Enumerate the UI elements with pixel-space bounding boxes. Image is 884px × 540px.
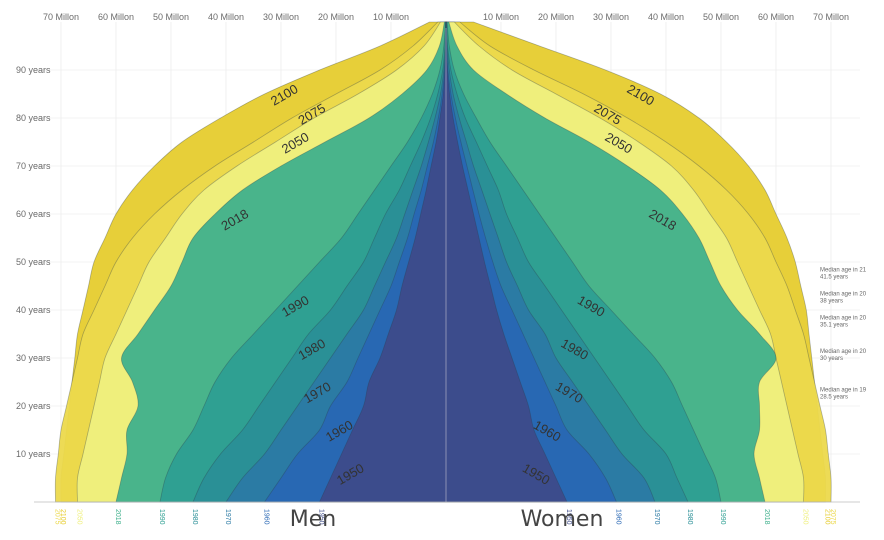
baseline-label-right-2018: 2018 <box>763 509 770 525</box>
population-areas <box>54 21 832 503</box>
men-label: Men <box>290 507 336 532</box>
x-tick-right: 20 Millon <box>538 12 574 22</box>
y-tick: 40 years <box>16 305 51 315</box>
baseline-label-right-2075: 2075 <box>829 509 836 525</box>
x-tick-left: 30 Millon <box>263 12 299 22</box>
x-tick-right: 10 Millon <box>483 12 519 22</box>
baseline-label-right-2100: 2100 <box>824 509 831 525</box>
baseline-label-left-2100: 2100 <box>59 509 66 525</box>
baseline-label-left-1980: 1980 <box>191 509 198 525</box>
y-tick: 20 years <box>16 401 51 411</box>
x-tick-right: 50 Millon <box>703 12 739 22</box>
baseline-label-right-1980: 1980 <box>686 509 693 525</box>
y-tick: 80 years <box>16 113 51 123</box>
x-tick-left: 50 Millon <box>153 12 189 22</box>
y-tick: 90 years <box>16 65 51 75</box>
baseline-label-right-2050: 2050 <box>802 509 809 525</box>
median-age-note: Median age in 20 30 years <box>820 349 867 362</box>
y-tick: 10 years <box>16 449 51 459</box>
median-age-notes: Median age in 21 41.5 years Median age in … <box>820 268 867 401</box>
x-tick-left: 10 Millon <box>373 12 409 22</box>
median-age-note: Median age in 19 28.5 years <box>820 388 867 401</box>
baseline-label-left-1960: 1960 <box>263 509 270 525</box>
y-tick: 60 years <box>16 209 51 219</box>
x-axis-ticks: 70 Millon 60 Millon 50 Millon 40 Millon 30 M… <box>43 12 849 22</box>
baseline-label-right-1950: 1950 <box>565 509 572 525</box>
women-label: Women <box>521 507 604 532</box>
area-1950 <box>318 21 568 503</box>
x-tick-left: 70 Millon <box>43 12 79 22</box>
y-axis-ticks: 90 years 80 years 70 years 60 years 50 years… <box>16 65 51 459</box>
baseline-label-right-1970: 1970 <box>653 509 660 525</box>
median-age-note: Median age in 21 41.5 years <box>820 268 867 281</box>
y-tick: 30 years <box>16 353 51 363</box>
baseline-label-right-1960: 1960 <box>615 509 622 525</box>
baseline-label-left-2050: 2050 <box>76 509 83 525</box>
x-tick-left: 40 Millon <box>208 12 244 22</box>
median-age-note: Median age in 20 35.1 years <box>820 316 867 329</box>
baseline-label-right-1990: 1990 <box>719 509 726 525</box>
x-tick-right: 40 Millon <box>648 12 684 22</box>
baseline-label-left-1950: 1950 <box>318 509 325 525</box>
x-tick-left: 60 Millon <box>98 12 134 22</box>
baseline-label-left-1990: 1990 <box>158 509 165 525</box>
y-tick: 70 years <box>16 161 51 171</box>
baseline-label-left-1970: 1970 <box>224 509 231 525</box>
x-tick-right: 60 Millon <box>758 12 794 22</box>
x-tick-right: 70 Millon <box>813 12 849 22</box>
baseline-label-left-2075: 2075 <box>54 509 61 525</box>
x-tick-left: 20 Millon <box>318 12 354 22</box>
baseline-label-left-2018: 2018 <box>114 509 121 525</box>
y-tick: 50 years <box>16 257 51 267</box>
median-age-note: Median age in 20 38 years <box>820 292 867 305</box>
x-tick-right: 30 Millon <box>593 12 629 22</box>
